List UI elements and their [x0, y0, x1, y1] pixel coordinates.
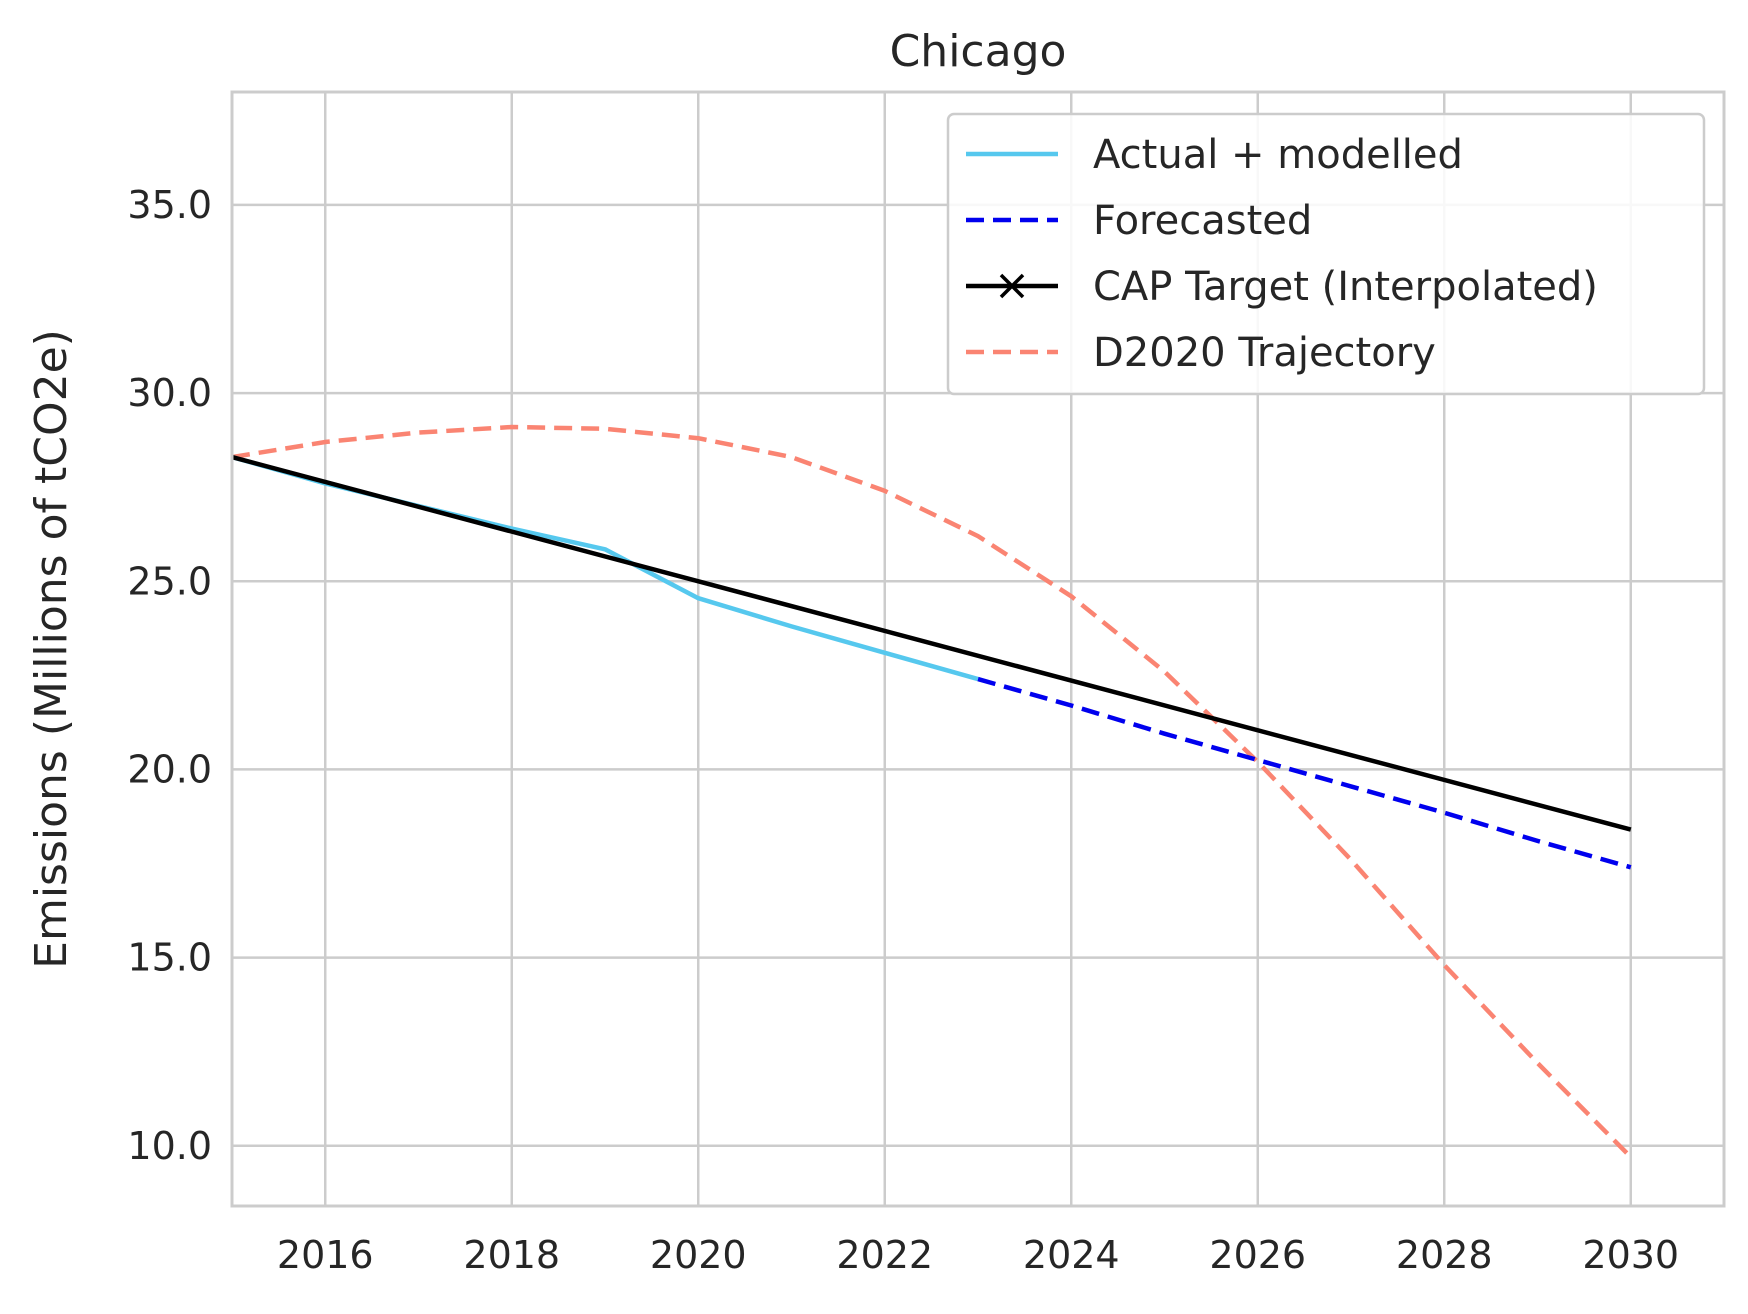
legend-label: D2020 Trajectory [1093, 330, 1436, 376]
y-axis-title: Emissions (Millions of tCO2e) [26, 329, 77, 969]
x-tick-label: 2016 [277, 1233, 374, 1277]
y-tick-label: 15.0 [127, 936, 212, 980]
x-tick-label: 2030 [1582, 1233, 1679, 1277]
x-tick-label: 2028 [1396, 1233, 1493, 1277]
series-line-3 [231, 424, 1633, 1159]
x-tick-label: 2022 [836, 1233, 933, 1277]
x-marker [999, 273, 1025, 299]
legend-label: Actual + modelled [1093, 132, 1463, 178]
legend-label: CAP Target (Interpolated) [1093, 264, 1598, 310]
y-tick-label: 20.0 [127, 747, 212, 791]
legend: Actual + modelled Forecasted CAP Target (I… [946, 112, 1706, 396]
x-tick-label: 2024 [1023, 1233, 1120, 1277]
y-tick-label: 35.0 [127, 183, 212, 227]
series-layer [231, 424, 1633, 1159]
legend-box [946, 112, 1706, 396]
y-tick-labels: 10.0 15.0 20.0 25.0 30.0 35.0 [127, 183, 212, 1168]
legend-label: Forecasted [1093, 198, 1312, 244]
y-tick-label: 10.0 [127, 1124, 212, 1168]
y-tick-label: 25.0 [127, 559, 212, 603]
x-tick-labels: 2016 2018 2020 2022 2024 2026 2028 2030 [277, 1233, 1679, 1277]
x-tick-label: 2020 [650, 1233, 747, 1277]
x-tick-label: 2018 [463, 1233, 560, 1277]
series-line-1 [977, 676, 1632, 870]
plot-frame [230, 90, 1726, 1208]
chart-title: Chicago [890, 26, 1067, 77]
y-tick-label: 30.0 [127, 371, 212, 415]
x-tick-label: 2026 [1209, 1233, 1306, 1277]
series-line-2 [231, 454, 1632, 832]
